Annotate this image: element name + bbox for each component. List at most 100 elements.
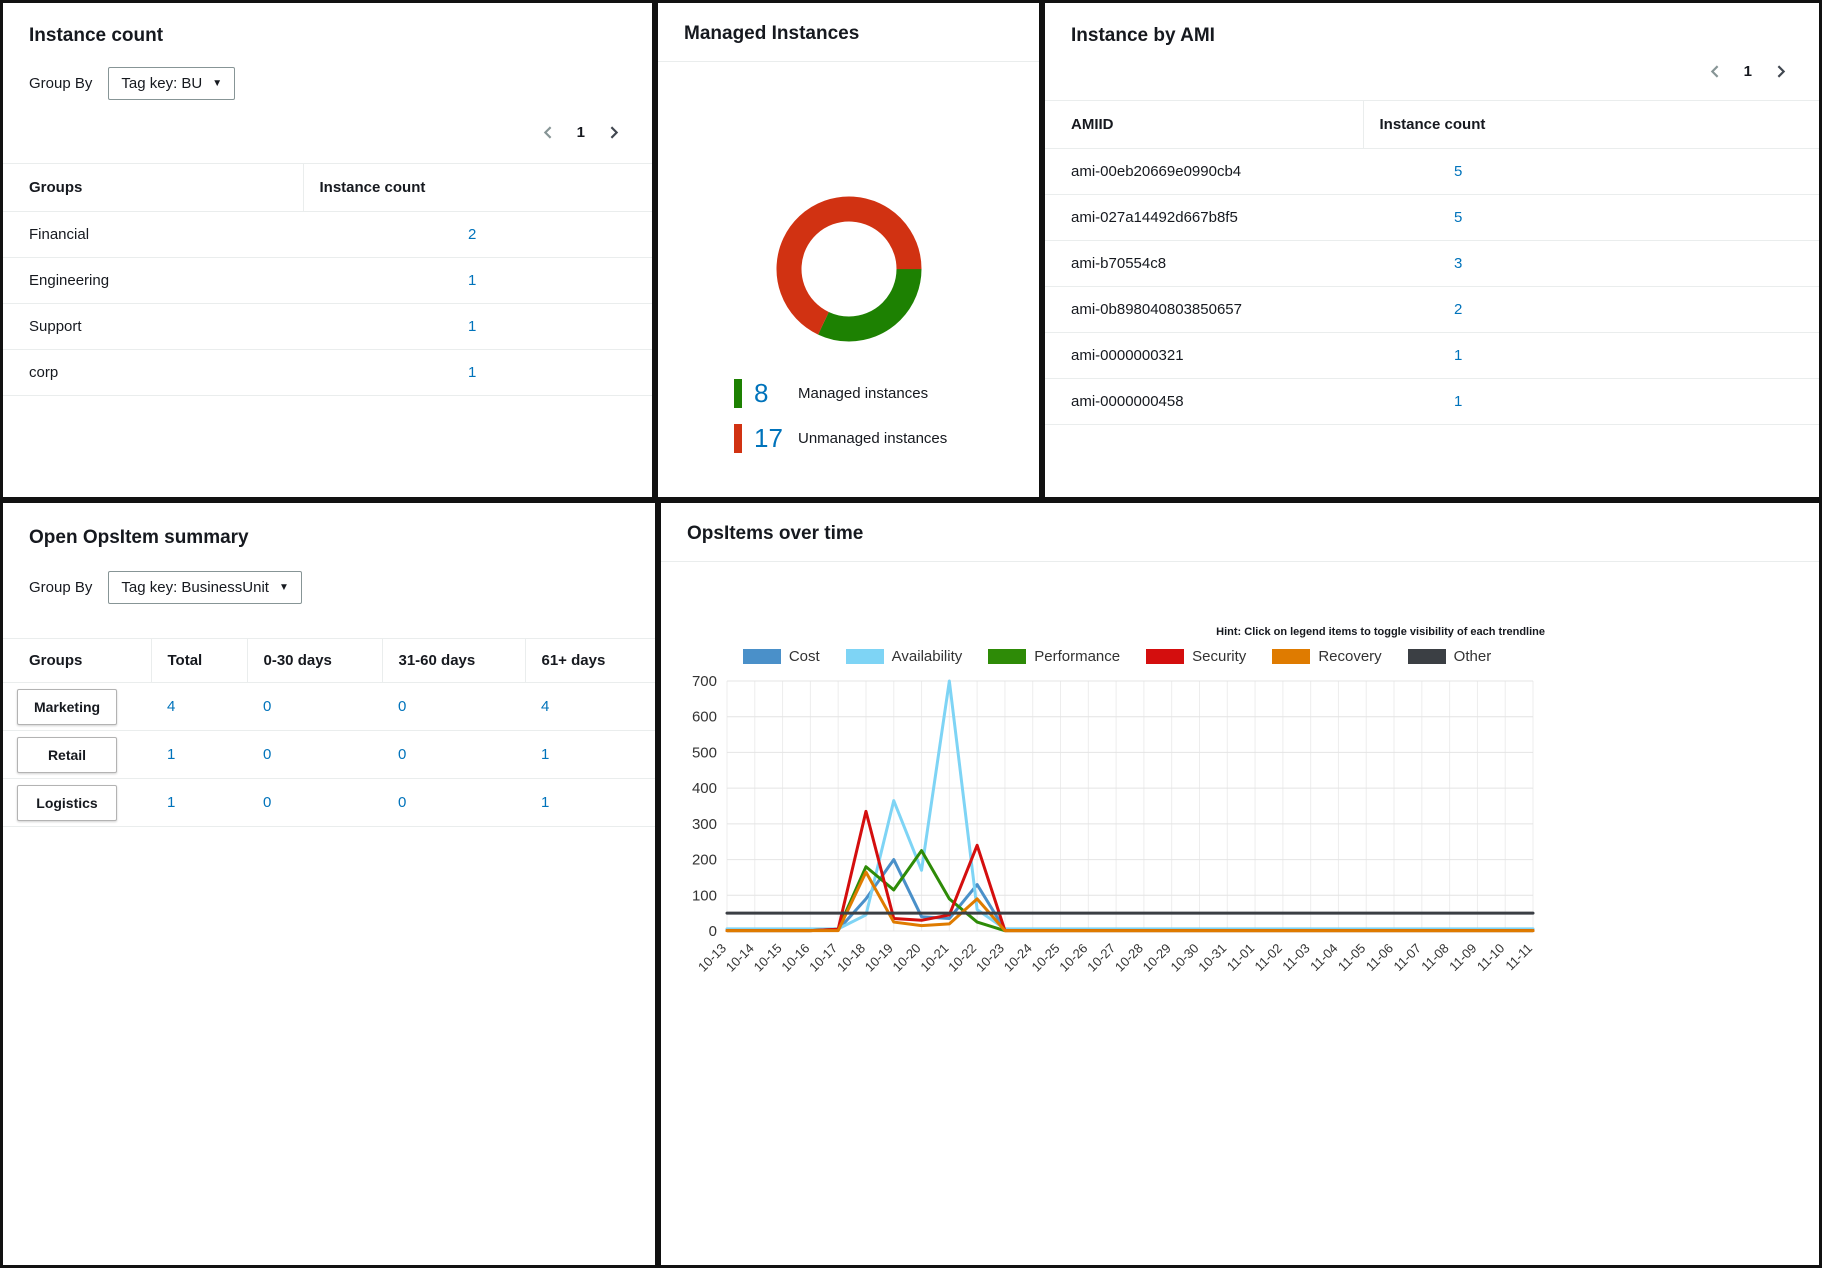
x-tick-label: 11-01 bbox=[1224, 941, 1257, 974]
table-row: Logistics 1 0 0 1 bbox=[3, 778, 655, 827]
count-link[interactable]: 0 bbox=[382, 778, 525, 827]
header-row: AMIID Instance count bbox=[1045, 100, 1819, 149]
cell: ami-0000000321 bbox=[1045, 332, 1363, 379]
previous-page-button[interactable] bbox=[538, 122, 559, 143]
column-header-groups: Groups bbox=[3, 638, 151, 683]
y-tick-label: 0 bbox=[709, 923, 717, 940]
table-row: ami-027a14492d667b8f5 5 bbox=[1045, 194, 1819, 241]
page-number: 1 bbox=[576, 124, 585, 141]
previous-page-button[interactable] bbox=[1705, 61, 1726, 82]
count-link[interactable]: 1 bbox=[303, 257, 652, 304]
count-link[interactable]: 3 bbox=[1363, 240, 1819, 287]
group-by-label: Group By bbox=[29, 75, 93, 92]
count-link[interactable]: 4 bbox=[525, 682, 655, 731]
y-tick-label: 600 bbox=[692, 709, 717, 726]
x-tick-label: 10-31 bbox=[1195, 941, 1229, 975]
legend-item: 17 Unmanaged instances bbox=[734, 423, 1039, 454]
legend-item-cost[interactable]: Cost bbox=[742, 648, 820, 665]
cell: ami-b70554c8 bbox=[1045, 240, 1363, 287]
group-cell: Retail bbox=[3, 730, 151, 779]
open-opsitem-summary-card: Open OpsItem summary Group By Tag key: B… bbox=[3, 503, 655, 1265]
count-link[interactable]: 0 bbox=[382, 730, 525, 779]
count-link[interactable]: 1 bbox=[1363, 378, 1819, 425]
x-tick-label: 11-02 bbox=[1252, 941, 1285, 974]
table-row: corp 1 bbox=[3, 349, 652, 396]
group-by-row: Group By Tag key: BU ▼ bbox=[29, 67, 626, 100]
column-header-instance-count: Instance count bbox=[1362, 100, 1819, 149]
card-title: Managed Instances bbox=[684, 23, 860, 44]
legend-label: Recovery bbox=[1318, 648, 1382, 665]
legend-label: Cost bbox=[788, 648, 820, 665]
cell: Support bbox=[3, 303, 303, 350]
column-header-groups: Groups bbox=[3, 163, 303, 212]
group-chip[interactable]: Marketing bbox=[17, 688, 117, 725]
legend-item-other[interactable]: Other bbox=[1407, 648, 1492, 665]
column-header-61-days: 61+ days bbox=[524, 638, 655, 683]
group-by-label: Group By bbox=[29, 579, 93, 596]
count-link[interactable]: 2 bbox=[1363, 286, 1819, 333]
count-link[interactable]: 0 bbox=[382, 682, 525, 731]
opsitems-over-time-header: OpsItems over time bbox=[661, 503, 1819, 562]
count-link[interactable]: 1 bbox=[303, 349, 652, 396]
top-row: Instance count Group By Tag key: BU ▼ 1 bbox=[3, 3, 1819, 497]
y-tick-label: 500 bbox=[692, 744, 717, 761]
chevron-right-icon bbox=[610, 126, 619, 139]
count-link[interactable]: 1 bbox=[1363, 332, 1819, 379]
x-tick-label: 11-03 bbox=[1279, 941, 1312, 974]
legend-count: 17 bbox=[754, 423, 783, 453]
chevron-right-icon bbox=[1777, 65, 1786, 78]
instance-count-table: Groups Instance count Financial 2 Engineerin… bbox=[3, 163, 652, 396]
next-page-button[interactable] bbox=[603, 122, 624, 143]
group-by-row: Group By Tag key: BusinessUnit ▼ bbox=[29, 571, 629, 604]
count-link[interactable]: 4 bbox=[151, 682, 247, 731]
legend-label: Other bbox=[1453, 648, 1492, 665]
x-tick-label: 10-30 bbox=[1167, 941, 1201, 975]
instance-by-ami-header: Instance by AMI 1 bbox=[1045, 3, 1819, 82]
opsitem-summary-table: Groups Total 0-30 days 31-60 days 61+ days Ma… bbox=[3, 638, 655, 827]
count-link[interactable]: 0 bbox=[247, 778, 382, 827]
group-by-dropdown[interactable]: Tag key: BusinessUnit ▼ bbox=[108, 571, 302, 604]
x-tick-label: 11-04 bbox=[1307, 941, 1340, 974]
card-title: OpsItems over time bbox=[687, 523, 864, 544]
legend-item-availability[interactable]: Availability bbox=[845, 648, 962, 665]
bottom-row: Open OpsItem summary Group By Tag key: B… bbox=[3, 503, 1819, 1265]
count-link[interactable]: 1 bbox=[525, 730, 655, 779]
card-title: Instance by AMI bbox=[1071, 25, 1215, 46]
table-row: ami-b70554c8 3 bbox=[1045, 240, 1819, 287]
header-row: Groups Instance count bbox=[3, 163, 652, 212]
legend-swatch bbox=[1272, 649, 1311, 664]
legend-item-recovery[interactable]: Recovery bbox=[1272, 648, 1382, 665]
x-tick-label: 10-15 bbox=[751, 941, 785, 975]
group-by-dropdown[interactable]: Tag key: BU ▼ bbox=[108, 67, 236, 100]
x-tick-label: 10-13 bbox=[695, 941, 729, 975]
count-link[interactable]: 2 bbox=[303, 211, 652, 258]
count-link[interactable]: 1 bbox=[303, 303, 652, 350]
column-header-0-30-days: 0-30 days bbox=[246, 638, 382, 683]
donut-segment-unmanaged-instances bbox=[776, 196, 921, 342]
y-tick-label: 300 bbox=[692, 816, 717, 833]
count-link[interactable]: 5 bbox=[1363, 194, 1819, 241]
group-chip[interactable]: Retail bbox=[17, 736, 117, 773]
header-row: Groups Total 0-30 days 31-60 days 61+ days bbox=[3, 638, 655, 683]
count-link[interactable]: 1 bbox=[151, 730, 247, 779]
legend-label: Security bbox=[1192, 648, 1247, 665]
y-tick-label: 200 bbox=[692, 852, 717, 869]
managed-instances-header: Managed Instances bbox=[658, 3, 1039, 62]
cell: ami-0b898040803850657 bbox=[1045, 286, 1363, 333]
legend-item-security[interactable]: Security bbox=[1146, 648, 1246, 665]
y-tick-label: 700 bbox=[692, 673, 717, 690]
card-title: Instance count bbox=[29, 25, 164, 46]
count-link[interactable]: 0 bbox=[247, 730, 382, 779]
table-row: ami-0b898040803850657 2 bbox=[1045, 286, 1819, 333]
count-link[interactable]: 0 bbox=[247, 682, 382, 731]
legend-color-bar bbox=[734, 424, 742, 453]
count-link[interactable]: 1 bbox=[151, 778, 247, 827]
x-tick-label: 10-24 bbox=[1001, 941, 1035, 975]
legend-item-performance[interactable]: Performance bbox=[988, 648, 1120, 665]
count-link[interactable]: 1 bbox=[525, 778, 655, 827]
group-chip[interactable]: Logistics bbox=[17, 784, 117, 821]
cell: corp bbox=[3, 349, 303, 396]
next-page-button[interactable] bbox=[1770, 61, 1791, 82]
count-link[interactable]: 5 bbox=[1363, 148, 1819, 195]
table-row: Retail 1 0 0 1 bbox=[3, 730, 655, 779]
